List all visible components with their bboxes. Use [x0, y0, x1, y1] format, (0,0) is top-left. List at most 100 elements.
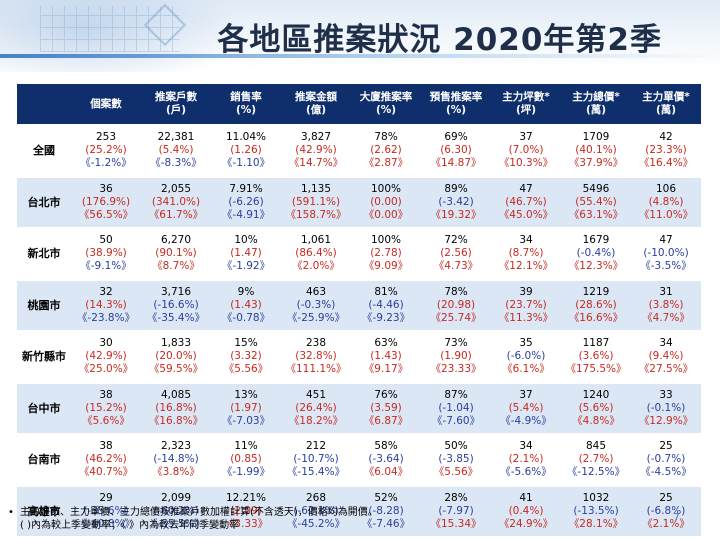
- column-header: 主力總價* (萬): [561, 84, 631, 126]
- cell-value: 9%: [237, 285, 255, 298]
- column-header-label: 主力總價*: [572, 91, 620, 103]
- table-cell: 25 (-6.8%) 《2.1%》: [631, 485, 701, 538]
- cell-qoq-change: (-10.7%): [293, 453, 339, 466]
- cell-yoy-change: 《11.0%》: [638, 208, 694, 221]
- cell-value: 4,085: [160, 388, 192, 401]
- table-row: 新北市 50 (38.9%) 《-9.1%》 6,270 (90.1%) 《8.7%》 10%…: [17, 228, 701, 281]
- cell-qoq-change: (28.6%): [575, 298, 617, 311]
- table-cell: 13% (1.97) 《-7.03》: [211, 382, 281, 435]
- cell-value: 36: [99, 182, 113, 195]
- cell-value: 34: [519, 234, 533, 247]
- table-row: 台南市 38 (46.2%) 《40.7%》 2,323 (-14.8%) 《3.8%》 11…: [17, 434, 701, 487]
- table-cell: 34 (9.4%) 《27.5%》: [631, 331, 701, 384]
- cell-yoy-change: 《10.3%》: [498, 157, 554, 170]
- table-cell: 52% (-8.28) 《-7.46》: [351, 485, 421, 538]
- cell-qoq-change: (-13.5%): [573, 504, 619, 517]
- cell-qoq-change: (55.4%): [575, 195, 617, 208]
- column-header: 大廈推案率 (%): [351, 84, 421, 126]
- table-cell: 212 (-10.7%) 《-15.4%》: [281, 434, 351, 487]
- column-header-unit: (萬): [655, 104, 677, 116]
- cell-yoy-change: 《56.5%》: [78, 208, 134, 221]
- cell-value: 1,061: [300, 234, 332, 247]
- cell-value: 52%: [374, 491, 398, 504]
- cell-value: 42: [659, 131, 673, 144]
- cell-yoy-change: 《40.7%》: [78, 466, 134, 479]
- cell-value: 15%: [234, 337, 258, 350]
- table-cell: 63% (1.43) 《9.17》: [351, 331, 421, 384]
- table-cell: 69% (6.30) 《14.87》: [421, 125, 491, 178]
- cell-qoq-change: (9.4%): [648, 350, 684, 363]
- table-cell: 78% (2.62) 《2.87》: [351, 125, 421, 178]
- column-header-label: 主力單價*: [642, 91, 690, 103]
- column-header-unit: (%): [445, 104, 467, 116]
- cell-qoq-change: (8.7%): [508, 247, 544, 260]
- cell-yoy-change: 《-35.4%》: [146, 311, 206, 324]
- table-cell: 42 (23.3%) 《16.4%》: [631, 125, 701, 178]
- column-header: 預售推案率 (%): [421, 84, 491, 126]
- cell-value: 1,135: [300, 182, 332, 195]
- cell-yoy-change: 《2.1%》: [642, 517, 690, 530]
- column-header-label: 個案數: [90, 97, 122, 110]
- cell-qoq-change: (2.1%): [508, 453, 544, 466]
- column-header: 推案金額 (億): [281, 84, 351, 126]
- table-cell: 31 (3.8%) 《4.7%》: [631, 279, 701, 332]
- cell-qoq-change: (2.7%): [578, 453, 614, 466]
- cell-qoq-change: (90.1%): [155, 247, 197, 260]
- table-row: 高雄市 29 (-35.6%) 《-40.8%》 2,099 (-60.2%) 《-55.5…: [17, 485, 701, 538]
- table-cell: 58% (-3.64) 《6.04》: [351, 434, 421, 487]
- cell-yoy-change: 《25.0%》: [78, 363, 134, 376]
- cell-qoq-change: (20.0%): [155, 350, 197, 363]
- table-cell: 1240 (5.6%) 《4.8%》: [561, 382, 631, 435]
- table-cell: 89% (-3.42) 《19.32》: [421, 176, 491, 229]
- cell-qoq-change: (-0.3%): [296, 298, 336, 311]
- table-cell: 34 (2.1%) 《-5.6%》: [491, 434, 561, 487]
- cell-yoy-change: 《-45.2%》: [286, 517, 346, 530]
- cell-yoy-change: 《8.7%》: [152, 260, 200, 273]
- cell-yoy-change: 《37.9%》: [568, 157, 624, 170]
- table-cell: 100% (2.78) 《9.09》: [351, 228, 421, 281]
- cell-yoy-change: 《4.7%》: [642, 311, 690, 324]
- cell-qoq-change: (-8.28): [368, 504, 404, 517]
- table-cell: 1187 (3.6%) 《175.5%》: [561, 331, 631, 384]
- table-cell: 100% (0.00) 《0.00》: [351, 176, 421, 229]
- cell-yoy-change: 《175.5%》: [565, 363, 627, 376]
- cell-qoq-change: (2.78): [370, 247, 402, 260]
- column-header-unit: (億): [305, 104, 327, 116]
- cell-value: 33: [659, 388, 673, 401]
- cell-qoq-change: (-4.46): [368, 298, 404, 311]
- page-number: 7: [672, 511, 680, 525]
- cell-value: 34: [519, 440, 533, 453]
- table-cell: 36 (176.9%) 《56.5%》: [71, 176, 141, 229]
- cell-yoy-change: 《12.9%》: [638, 414, 694, 427]
- cell-value: 50%: [444, 440, 468, 453]
- table-cell: 1679 (-0.4%) 《12.3%》: [561, 228, 631, 281]
- table-cell: 81% (-4.46) 《-9.23》: [351, 279, 421, 332]
- cell-value: 12.21%: [225, 491, 267, 504]
- table-cell: 3,827 (42.9%) 《14.7%》: [281, 125, 351, 178]
- cell-value: 25: [659, 440, 673, 453]
- cell-yoy-change: 《6.04》: [363, 466, 409, 479]
- table-cell: 12.21% (2.09) 《3.33》: [211, 485, 281, 538]
- column-header-unit: (%): [235, 104, 257, 116]
- cell-value: 100%: [370, 234, 402, 247]
- cell-value: 29: [99, 491, 113, 504]
- table-row: 新竹縣市 30 (42.9%) 《25.0%》 1,833 (20.0%) 《59.5%》 1…: [17, 331, 701, 384]
- table-cell: 15% (3.32) 《5.56》: [211, 331, 281, 384]
- cell-value: 1240: [582, 388, 610, 401]
- column-header-unit: (戶): [165, 104, 187, 116]
- table-cell: 73% (1.90) 《23.33》: [421, 331, 491, 384]
- table-cell: 10% (1.47) 《-1.92》: [211, 228, 281, 281]
- cell-yoy-change: 《6.1%》: [502, 363, 550, 376]
- table-row: 全國 253 (25.2%) 《-1.2%》 22,381 (5.4%) 《-8.3%》 11…: [17, 125, 701, 178]
- cell-yoy-change: 《61.7%》: [148, 208, 204, 221]
- table-cell: 7.91% (-6.26) 《-4.91》: [211, 176, 281, 229]
- table-cell: 2,323 (-14.8%) 《3.8%》: [141, 434, 211, 487]
- cell-qoq-change: (7.0%): [508, 144, 544, 157]
- cell-yoy-change: 《-7.60》: [431, 414, 481, 427]
- table-cell: 28% (-7.97) 《15.34》: [421, 485, 491, 538]
- table-cell: 25 (-0.7%) 《-4.5%》: [631, 434, 701, 487]
- table-header-row: 個案數 推案戶數 (戶) 銷售率 (%) 推案金額 (億) 大廈推案率 (%) 預售推案率 (%) 主…: [17, 84, 701, 126]
- table-cell: 268 (-62.1%) 《-45.2%》: [281, 485, 351, 538]
- cell-value: 50: [99, 234, 113, 247]
- cell-qoq-change: (1.90): [440, 350, 472, 363]
